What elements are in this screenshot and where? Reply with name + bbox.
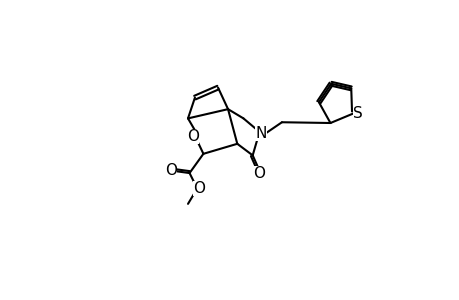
Text: O: O	[252, 166, 264, 181]
Text: N: N	[255, 126, 266, 141]
Text: S: S	[353, 106, 362, 121]
Text: O: O	[187, 129, 199, 144]
Text: O: O	[165, 163, 177, 178]
Text: O: O	[192, 181, 204, 196]
